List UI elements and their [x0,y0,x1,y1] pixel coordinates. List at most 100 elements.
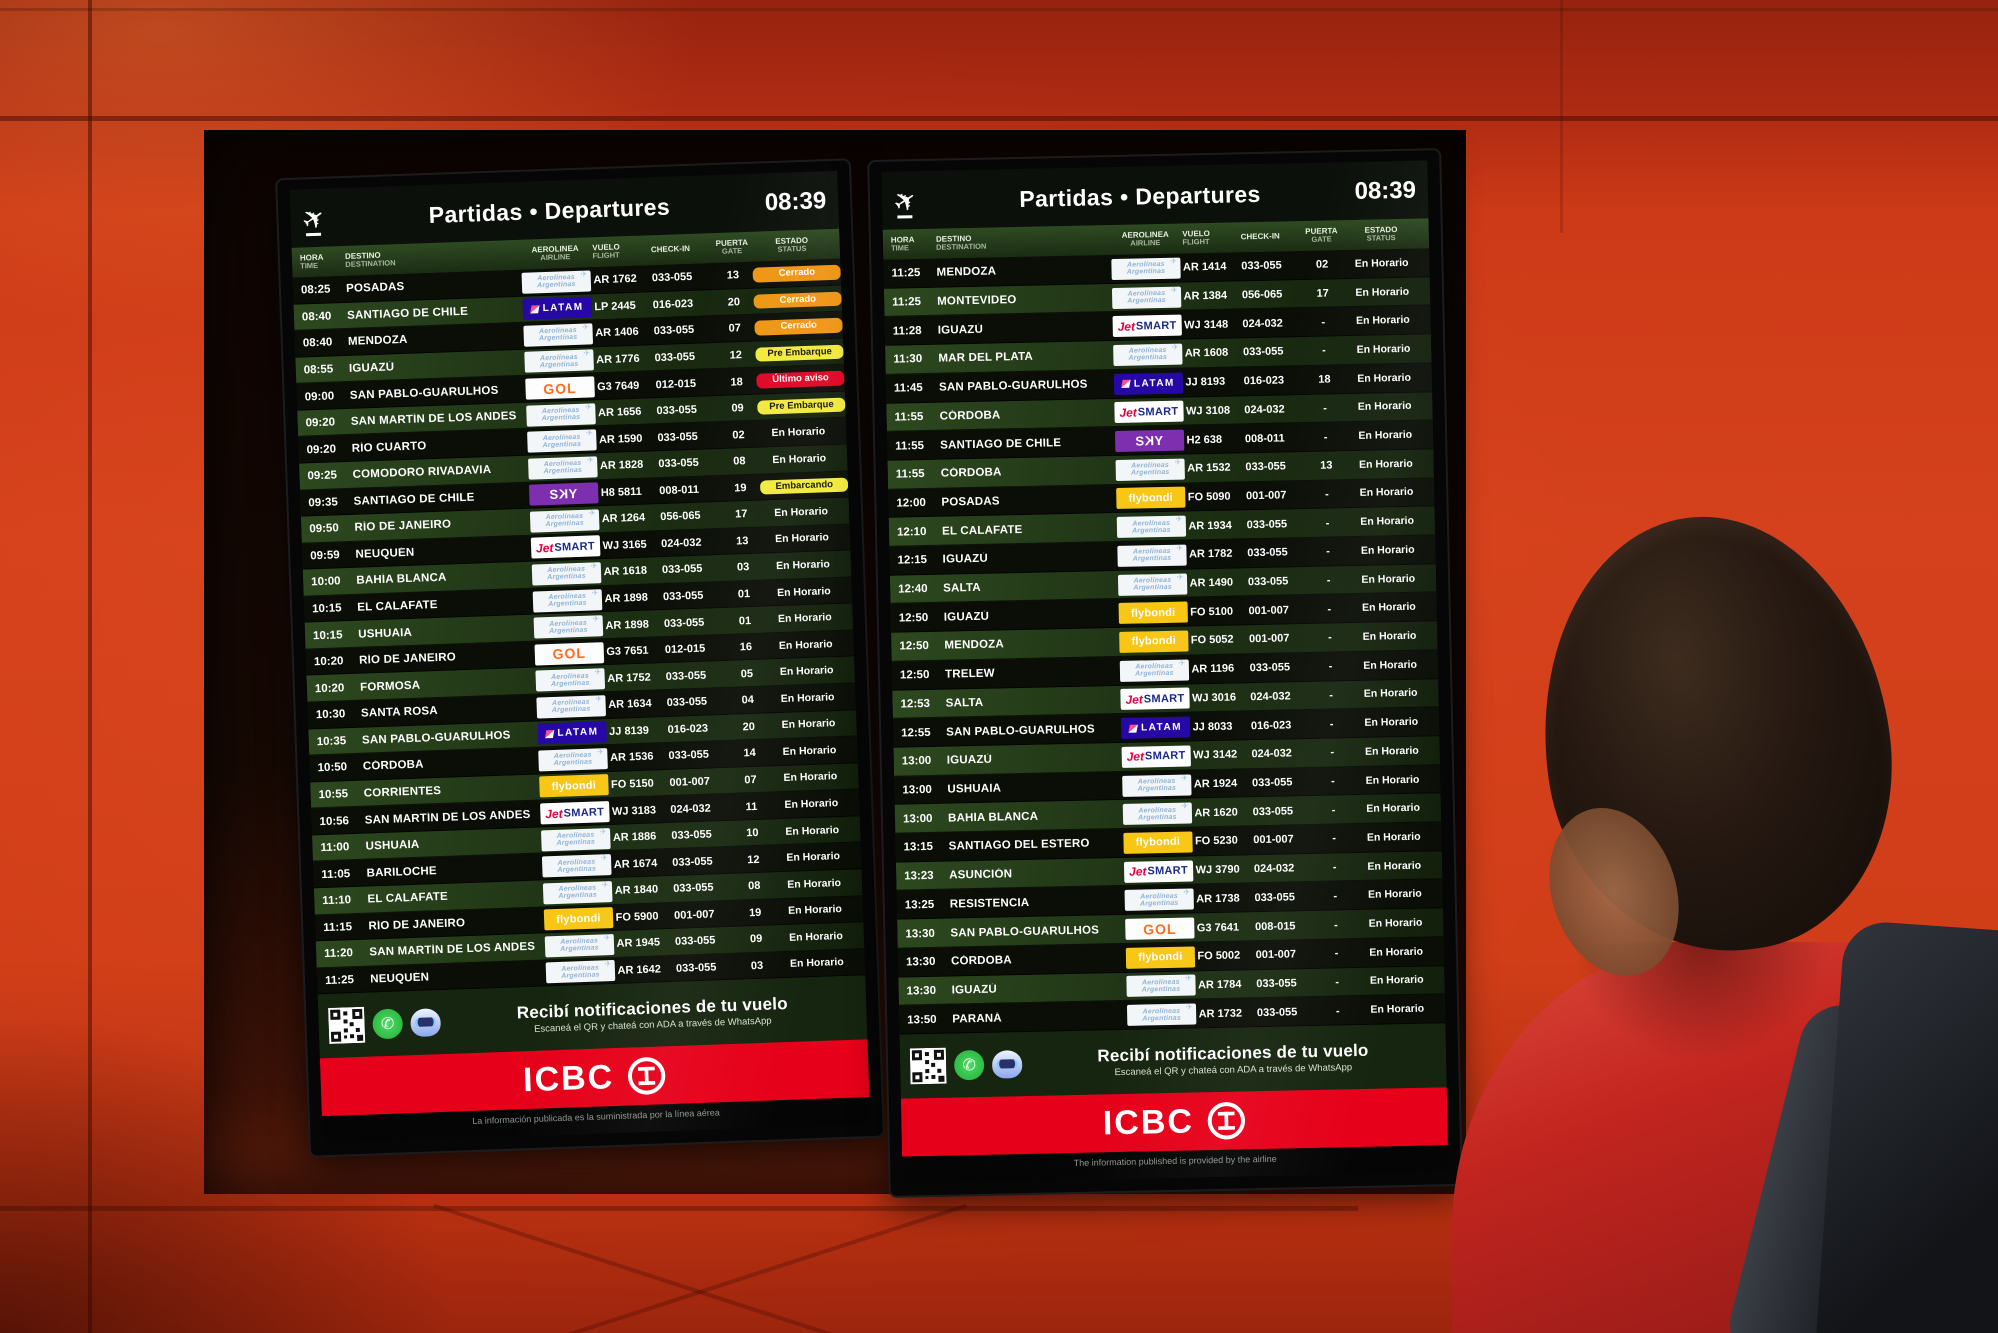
condor-plane-icon: ✈ [1175,515,1183,524]
airline-wordmark: SMART [1143,692,1185,706]
flight-time: 10:30 [315,708,346,722]
aerolineas-logo: Aerolíneas Argentinas ✈ [1127,1003,1196,1026]
flight-destination: USHUAIA [358,626,413,641]
flight-status: En Horario [1355,285,1410,299]
condor-plane-icon: ✈ [580,270,588,279]
flight-time: 11:28 [892,324,922,338]
flight-rows: 08:25 POSADAS Aerolíneas Argentinas ✈ AR 1762… [292,258,866,995]
flight-time: 11:30 [893,353,923,367]
checkin-counters: 024-032 [1250,690,1291,704]
airline-cell: flybondi [1113,487,1188,510]
column-header-aerolinea: AEROLINEA AIRLINE [518,243,593,263]
gate-number: 16 [739,641,753,654]
airline-name-line: Argentinas [548,626,588,635]
icbc-sponsor-band: ICBC [900,1087,1448,1157]
gate-number: 12 [729,349,743,362]
flight-status: Pre Embarque [755,344,844,362]
flight-number: JJ 8193 [1185,375,1226,389]
checkin-counters: 033-055 [1252,805,1294,818]
checkin-counters: 008-011 [659,483,700,497]
airline-name-line: Argentinas [536,281,576,290]
flight-destination: CORRIENTES [363,784,442,800]
column-label-en: AIRLINE [1130,238,1161,248]
gate-number: 14 [743,747,756,760]
flight-status: En Horario [787,876,842,891]
checkin-counters: 033-055 [654,350,696,365]
condor-plane-icon: ✈ [1181,802,1189,811]
airline-name-line: Argentinas [1141,985,1181,994]
flight-time: 13:23 [904,870,934,883]
flight-time: 08:40 [302,336,333,350]
flight-destination: SAN MARTÍN DE LOS ANDES [364,808,531,827]
gate-number: - [1321,316,1326,329]
flight-number: AR 1590 [598,432,643,446]
flight-time: 12:50 [899,669,930,682]
flight-status: En Horario [777,611,832,626]
flight-status: En Horario [1365,773,1420,787]
icbc-wordmark: ICBC [522,1057,615,1099]
condor-plane-icon: ✈ [1180,773,1188,783]
gate-number: 19 [734,481,747,495]
column-label-en: GATE [1311,234,1332,245]
flight-time: 10:56 [319,814,350,828]
airline-name-line: Argentinas [558,891,598,901]
airline-name-line: Argentinas [560,944,599,954]
airline-wordmark: LATAM [542,302,584,315]
flight-status: Cerrado [753,291,843,309]
airline-cell: Aerolíneas Argentinas ✈ [520,323,595,347]
flight-status: En Horario [1362,629,1417,643]
flight-destination: SALTA [943,581,981,595]
gate-number: - [1326,545,1331,558]
gate-number: - [1325,517,1330,530]
flight-status: En Horario [774,505,829,519]
gate-number: - [1328,660,1333,673]
flight-time: 09:59 [310,549,340,563]
flight-number: WJ 3148 [1184,318,1229,332]
gate-number: 09 [749,933,763,946]
flight-number: AR 1642 [617,963,662,977]
flight-destination: SANTIAGO DE CHILE [346,305,469,322]
condor-plane-icon: ✈ [591,588,599,598]
gate-number: - [1331,804,1336,817]
checkin-counters: 033-055 [658,456,699,471]
gate-number: - [1327,603,1332,616]
flight-number: AR 1532 [1187,461,1231,475]
status-badge: Cerrado [754,317,843,336]
flight-time: 10:15 [311,602,342,616]
airline-cell: flybondi [536,774,611,798]
flight-status: En Horario [786,850,841,865]
column-header-destino: DESTINO DESTINATION [345,246,518,270]
gate-number: 03 [750,959,764,973]
airline-wordmark: GOL [552,644,587,663]
flight-status: Cerrado [752,264,842,283]
aerolineas-logo: Aerolíneas Argentinas ✈ [535,668,605,692]
flight-destination: BAHÍA BLANCA [356,572,447,588]
flight-number: LP 2445 [594,299,636,314]
airline-cell: Aerolíneas Argentinas ✈ [1124,974,1199,998]
aerolineas-logo: Aerolíneas Argentinas ✈ [1118,573,1187,596]
flight-number: AR 1384 [1183,289,1228,303]
condor-plane-icon: ✈ [1183,888,1191,897]
flight-destination: RÍO CUARTO [351,439,427,455]
airline-cell: Aerolíneas Argentinas ✈ [542,933,617,958]
flight-number: AR 1752 [607,671,651,685]
flight-number: G3 7651 [606,644,649,659]
airline-cell: LATAM [1118,716,1193,740]
flybondi-logo: flybondi [543,907,614,931]
aerolineas-logo: Aerolíneas Argentinas ✈ [536,694,606,719]
flight-time: 13:15 [903,841,934,854]
checkin-counters: 033-055 [1247,575,1289,589]
flight-destination: TRELEW [944,667,995,681]
gate-number: - [1330,775,1335,788]
aerolineas-logo: Aerolíneas Argentinas ✈ [529,509,600,533]
flight-time: 12:15 [897,554,928,567]
flight-destination: SAN PABLO-GUARULHOS [938,378,1088,394]
airline-cell: Aerolíneas Argentinas ✈ [1115,544,1190,567]
aerolineas-logo: Aerolíneas Argentinas ✈ [528,456,598,480]
flight-status: En Horario [783,770,838,785]
airline-wordmark: GOL [1142,920,1177,938]
flight-number: FO 5100 [1190,605,1234,619]
condor-plane-icon: ✈ [1185,1003,1193,1012]
flight-destination: MAR DEL PLATA [938,351,1034,366]
